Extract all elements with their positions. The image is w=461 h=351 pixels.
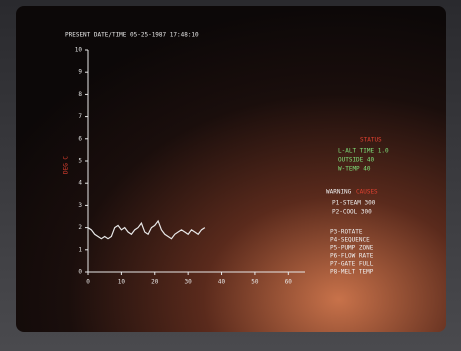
status-text: P1-STEAM 300 [332,200,376,207]
status-text: P6-FLOW RATE [330,253,374,260]
status-text: W-TEMP 40 [338,166,371,173]
chart-title: PRESENT DATE/TIME 05-25-1987 17:48:10 [65,32,199,39]
screen-photo: PRESENT DATE/TIME 05-25-1987 17:48:10 DE… [0,0,461,351]
y-tick-label: 0 [78,269,82,276]
x-tick-label: 50 [251,279,259,286]
x-tick-label: 10 [118,279,126,286]
crt-screen [16,6,446,332]
y-tick-label: 10 [75,47,83,54]
status-text: L-ALT TIME 1.0 [338,148,389,155]
y-tick-label: 6 [78,135,82,142]
y-tick-label: 9 [78,69,82,76]
y-axis-label: DEG C [63,156,70,174]
status-text: P8-MELT TEMP [330,269,374,276]
status-text: STATUS [360,137,382,144]
status-text: CAUSES [356,189,378,196]
status-text: P5-PUMP ZONE [330,245,374,252]
x-tick-label: 30 [185,279,193,286]
x-tick-label: 40 [218,279,226,286]
status-text: P7-GATE FULL [330,261,374,268]
y-tick-label: 4 [78,180,82,187]
y-tick-label: 5 [78,158,82,165]
status-text: P4-SEQUENCE [330,237,370,244]
x-tick-label: 20 [151,279,159,286]
status-text: OUTSIDE 40 [338,157,375,164]
x-tick-label: 60 [285,279,293,286]
y-tick-label: 1 [78,246,82,253]
y-tick-label: 3 [78,202,82,209]
y-tick-label: 8 [78,91,82,98]
status-text: WARNING [326,189,352,196]
status-text: P3-ROTATE [330,229,363,236]
x-tick-label: 0 [86,279,90,286]
y-tick-label: 2 [78,224,82,231]
status-text: P2-COOL 300 [332,209,372,216]
y-tick-label: 7 [78,113,82,120]
